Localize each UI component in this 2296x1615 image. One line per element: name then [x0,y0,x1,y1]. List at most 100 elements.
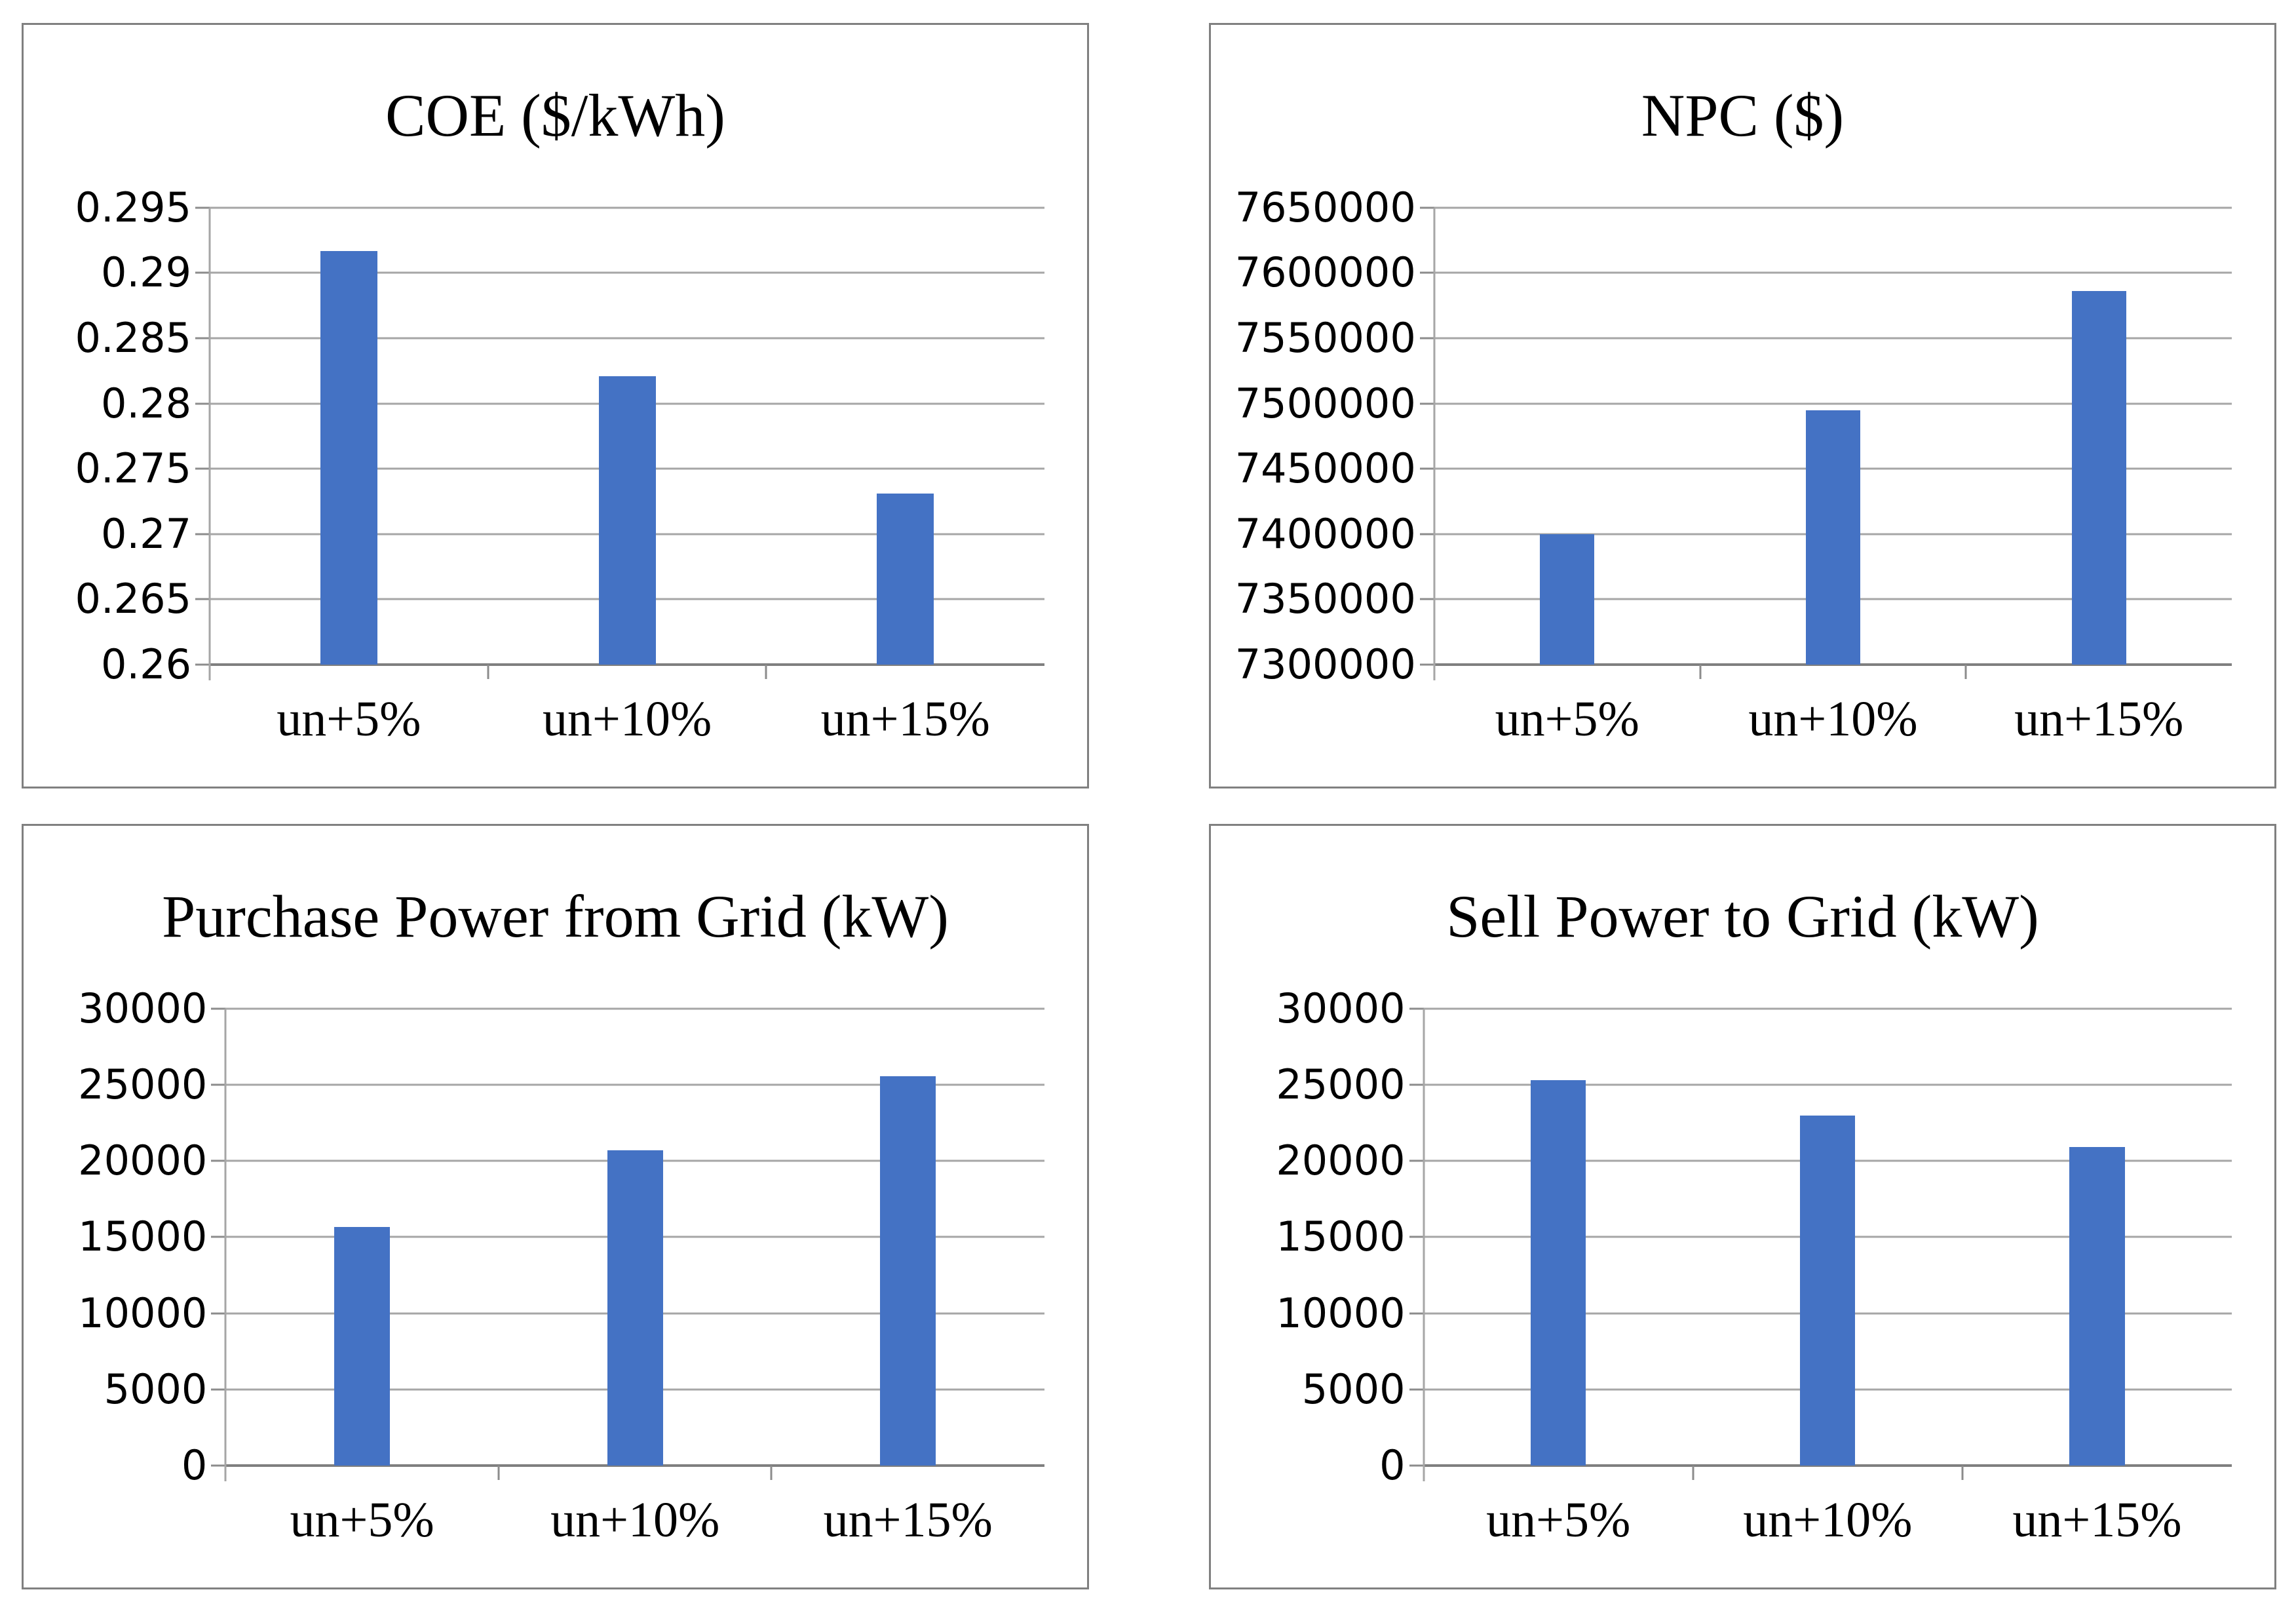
y-axis-line [224,1008,227,1482]
y-axis-tick [1409,1083,1424,1086]
x-axis-label: un+5% [1495,691,1639,747]
bar-un-15 [2071,291,2126,665]
y-axis-label: 7400000 [1234,509,1416,558]
y-axis-tick [211,1083,226,1086]
bar-un-15 [880,1076,936,1466]
y-axis-tick [1419,467,1434,470]
gridline [1434,402,2232,405]
x-axis-tick [1699,665,1702,680]
gridline [210,271,1045,274]
y-axis-label: 0.29 [100,248,192,297]
chart-title: NPC ($) [1641,82,1845,149]
x-axis-labels: un+5% un+10% un+15% [1434,691,2232,748]
x-axis-label: un+10% [550,1492,720,1547]
y-axis-tick [1419,337,1434,340]
chart-panel-purchase-power: Purchase Power from Grid (kW) 30000 25000… [22,824,1089,1589]
y-axis-labels: 0.295 0.29 0.285 0.28 0.275 0.27 0.265 0.26 [24,187,210,684]
x-axis-tick [770,1466,773,1481]
x-axis-tick [765,665,767,680]
y-axis-tick [211,1388,226,1391]
x-axis-label: un+10% [542,691,712,747]
x-axis-tick [497,1466,500,1481]
y-axis-tick [195,206,210,209]
y-axis-label: 7300000 [1234,640,1416,689]
y-axis-label: 7550000 [1234,314,1416,362]
gridline [210,337,1045,340]
y-axis-label: 0.26 [100,640,192,689]
y-axis-tick [1409,1312,1424,1315]
x-axis-label: un+15% [820,691,990,747]
y-axis-label: 0.265 [75,575,192,623]
y-axis-label: 0.295 [75,183,192,231]
x-axis-line [1423,1464,2232,1468]
gridline [225,1007,1045,1010]
x-axis-tick [1961,1466,1964,1481]
x-axis-label: un+10% [1748,691,1918,747]
y-axis-labels: 30000 25000 20000 15000 10000 5000 0 [24,988,225,1485]
y-axis-tick [195,271,210,274]
gridline [210,206,1045,209]
bar-un-5 [1531,1080,1586,1466]
chart-title: Purchase Power from Grid (kW) [162,883,949,950]
y-axis-label: 0 [181,1441,208,1490]
x-axis-labels: un+5% un+10% un+15% [210,691,1044,748]
y-axis-tick [195,533,210,535]
y-axis-label: 10000 [78,1289,208,1337]
y-axis-label: 7600000 [1234,248,1416,297]
y-axis-tick [195,337,210,340]
x-axis-label: un+15% [2012,1492,2182,1547]
y-axis-label: 20000 [78,1137,208,1185]
x-axis-label: un+15% [2014,691,2184,747]
x-axis-label: un+5% [277,691,421,747]
gridline [1434,271,2232,274]
y-axis-label: 10000 [1276,1289,1406,1337]
x-axis-labels: un+5% un+10% un+15% [225,1492,1044,1549]
y-axis-tick [195,598,210,600]
bar-un-15 [877,494,934,665]
plot-area [211,1007,1045,1482]
x-axis-labels: un+5% un+10% un+15% [1424,1492,2232,1549]
y-axis-tick [211,1007,226,1010]
chart-panel-npc: NPC ($) 7650000 7600000 7550000 7500000 7450… [1209,23,2276,788]
y-axis-label: 0 [1379,1441,1406,1490]
bar-un-5 [334,1227,391,1466]
y-axis-label: 30000 [78,984,208,1032]
gridline [1434,337,2232,340]
y-axis-tick [1419,533,1434,535]
y-axis-label: 0.28 [100,379,192,427]
x-axis-tick [1964,665,1967,680]
gridline [225,1083,1045,1086]
x-axis-label: un+5% [1486,1492,1631,1547]
bar-un-10 [598,376,656,665]
y-axis-line [208,207,211,681]
chart-title: Sell Power to Grid (kW) [1446,883,2039,950]
y-axis-label: 20000 [1276,1137,1406,1185]
x-axis-label: un+15% [823,1492,993,1547]
y-axis-label: 5000 [1301,1365,1406,1413]
chart-title: COE ($/kWh) [385,82,725,149]
y-axis-tick [1419,206,1434,209]
y-axis-tick [195,467,210,470]
y-axis-tick [211,1236,226,1238]
y-axis-label: 25000 [1276,1060,1406,1109]
bar-un-15 [2069,1147,2125,1466]
chart-panel-coe: COE ($/kWh) 0.295 0.29 0.285 0.28 0.275 0.27 0… [22,23,1089,788]
y-axis-line [1433,207,1436,681]
y-axis-label: 0.27 [100,509,192,558]
bar-un-10 [1800,1115,1856,1466]
gridline [1434,206,2232,209]
y-axis-tick [211,1159,226,1162]
y-axis-label: 30000 [1276,984,1406,1032]
plot-area [1419,206,2232,681]
x-axis-label: un+5% [290,1492,434,1547]
bar-un-5 [1540,534,1595,665]
plot-area [195,206,1045,681]
x-axis-line [1434,663,2232,667]
y-axis-tick [1419,402,1434,405]
y-axis-tick [1409,1464,1424,1467]
y-axis-tick [1419,598,1434,600]
y-axis-tick [211,1312,226,1315]
y-axis-tick [211,1464,226,1467]
y-axis-line [1423,1008,1425,1482]
y-axis-tick [1409,1007,1424,1010]
